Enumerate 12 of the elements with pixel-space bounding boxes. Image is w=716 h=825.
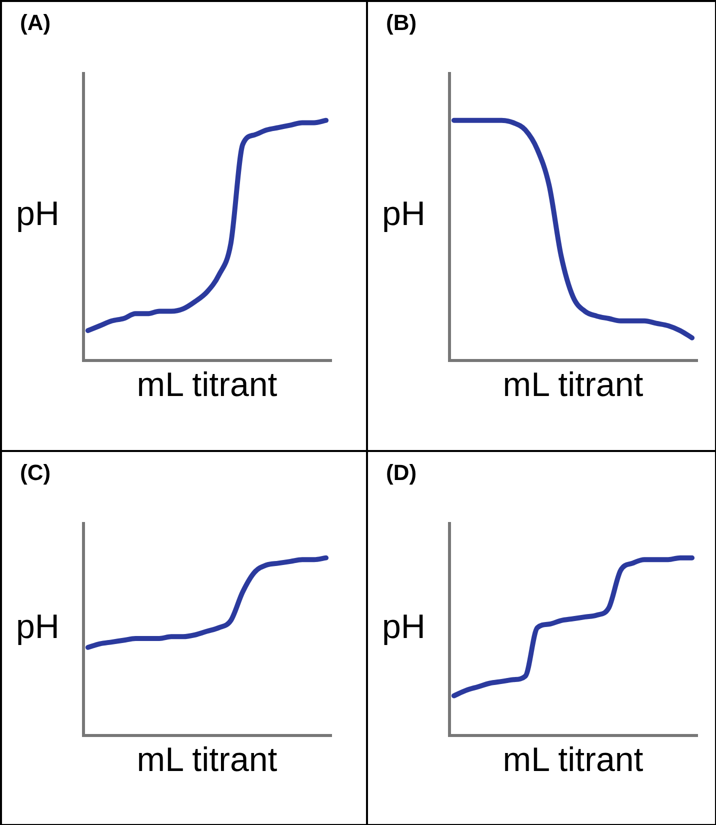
chart-title: (A) (20, 10, 51, 36)
y-axis-title: pH (16, 195, 60, 234)
y-axis-title: pH (382, 195, 426, 234)
x-axis-title: mL titrant (136, 366, 278, 405)
chart-title: (C) (20, 460, 51, 486)
x-axis-title: mL titrant (502, 366, 644, 405)
chart-title: (B) (386, 10, 417, 36)
y-axis-title: pH (16, 608, 60, 646)
x-axis-title: mL titrant (136, 741, 278, 780)
chart-title: (D) (386, 460, 417, 486)
y-axis-title: pH (382, 608, 426, 646)
x-axis-title: mL titrant (502, 741, 644, 780)
